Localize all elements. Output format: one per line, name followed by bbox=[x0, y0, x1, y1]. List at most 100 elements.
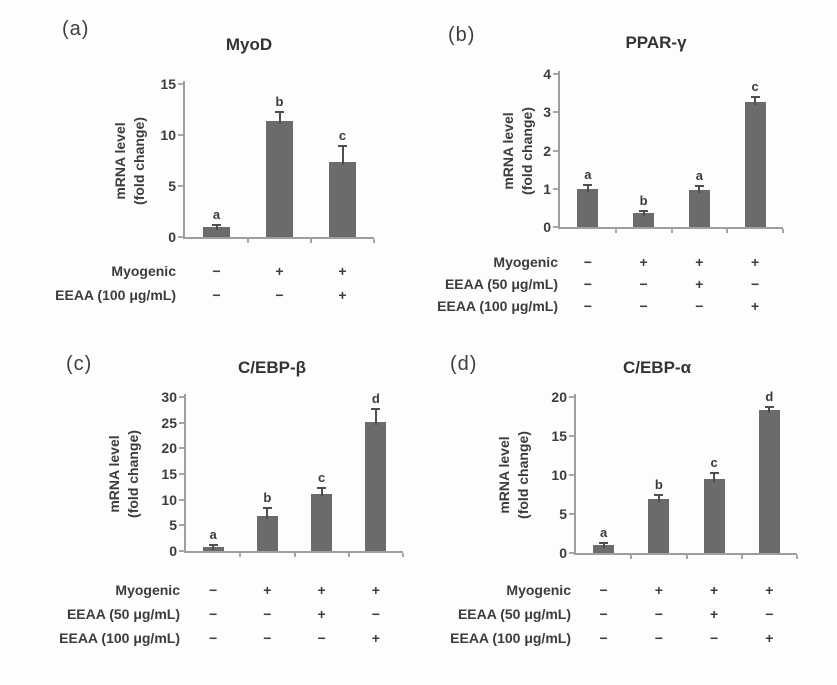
condition-sign: − bbox=[599, 582, 608, 598]
y-tick-label: 0 bbox=[559, 545, 567, 561]
error-bar-cap bbox=[599, 542, 609, 545]
y-axis-tick bbox=[569, 396, 574, 398]
x-axis-tick bbox=[670, 229, 673, 233]
condition-sign: + bbox=[317, 606, 326, 622]
significance-letter: c bbox=[318, 470, 326, 486]
significance-letter: b bbox=[654, 477, 663, 493]
error-bar-line bbox=[754, 97, 757, 105]
y-tick-label: 0 bbox=[169, 543, 177, 559]
x-axis-tick bbox=[685, 555, 688, 559]
error-bar-cap bbox=[371, 408, 381, 411]
error-bar-cap bbox=[208, 543, 218, 546]
y-axis-label: mRNA level (fold change) bbox=[495, 431, 533, 519]
x-axis-tick bbox=[310, 239, 312, 243]
condition-sign: − bbox=[599, 630, 608, 646]
bar bbox=[203, 226, 230, 237]
bar bbox=[703, 478, 725, 553]
bar bbox=[593, 545, 615, 553]
x-axis-line bbox=[558, 227, 783, 229]
condition-sign: − bbox=[263, 606, 272, 622]
y-tick-label: 2 bbox=[543, 142, 551, 159]
condition-sign: + bbox=[338, 287, 347, 303]
y-axis-line bbox=[184, 394, 186, 551]
condition-row-label: EEAA (100 μg/mL) bbox=[437, 298, 558, 314]
condition-sign: + bbox=[765, 630, 774, 646]
condition-sign: − bbox=[599, 606, 608, 622]
condition-sign: + bbox=[275, 263, 284, 279]
condition-sign: − bbox=[263, 630, 272, 646]
bar bbox=[744, 101, 766, 227]
bar bbox=[758, 410, 780, 553]
y-tick-label: 10 bbox=[161, 491, 177, 508]
y-tick-label: 5 bbox=[559, 506, 567, 522]
error-bar-line bbox=[215, 224, 218, 230]
condition-sign: − bbox=[317, 630, 326, 646]
condition-row-label: Myogenic bbox=[111, 263, 176, 279]
condition-sign: + bbox=[751, 298, 760, 314]
error-bar-line bbox=[320, 488, 323, 497]
condition-sign: − bbox=[765, 606, 774, 622]
panel-a-myod: (a) MyoD mRNA level (fold change) 0 5 10 15 a b c M… bbox=[0, 0, 418, 342]
y-axis-label-line2: (fold change) bbox=[125, 430, 141, 518]
condition-sign: − bbox=[583, 298, 592, 314]
x-axis-tick bbox=[796, 555, 798, 559]
y-axis-tick bbox=[553, 149, 558, 152]
significance-letter: b bbox=[639, 192, 648, 208]
panel-letter: (a) bbox=[62, 18, 90, 40]
significance-letter: a bbox=[212, 206, 221, 222]
error-bar-cap bbox=[750, 96, 760, 99]
y-axis-tick bbox=[178, 83, 183, 85]
y-axis-tick bbox=[569, 552, 574, 554]
x-axis-tick bbox=[726, 229, 729, 233]
condition-sign: + bbox=[263, 582, 272, 598]
error-bar-line bbox=[713, 473, 716, 482]
error-bar-line bbox=[642, 210, 645, 216]
y-axis-label-line1: mRNA level bbox=[496, 436, 512, 514]
panel-letter: (d) bbox=[450, 353, 478, 375]
y-axis-label-line1: mRNA level bbox=[500, 111, 516, 190]
bar bbox=[577, 188, 599, 227]
condition-sign: + bbox=[371, 630, 380, 646]
significance-letter: c bbox=[710, 455, 718, 471]
error-bar-cap bbox=[338, 145, 347, 148]
chart-title: C/EBP-α bbox=[622, 358, 692, 377]
error-bar-cap bbox=[583, 183, 593, 186]
y-tick-label: 20 bbox=[551, 389, 567, 405]
y-tick-label: 0 bbox=[168, 229, 176, 245]
y-axis-tick bbox=[179, 498, 184, 501]
y-tick-label: 4 bbox=[543, 66, 551, 82]
y-tick-label: 10 bbox=[551, 467, 567, 483]
condition-sign: + bbox=[654, 582, 663, 598]
error-bar-cap bbox=[694, 185, 704, 188]
error-bar-cap bbox=[212, 223, 221, 226]
y-axis-label: mRNA level (fold change) bbox=[111, 117, 149, 205]
y-axis-tick bbox=[179, 473, 184, 475]
significance-letter: c bbox=[751, 79, 759, 95]
y-axis-tick bbox=[178, 236, 183, 238]
error-bar-cap bbox=[275, 110, 284, 113]
y-tick-label: 25 bbox=[161, 414, 177, 431]
condition-sign: − bbox=[583, 276, 592, 292]
condition-sign: − bbox=[209, 606, 218, 622]
panel-c-cebp-beta: (c) C/EBP-β mRNA level (fold change) 0 5 10 15 2… bbox=[0, 342, 418, 685]
condition-row-label: EEAA (100 μg/mL) bbox=[450, 630, 571, 646]
significance-letter: b bbox=[275, 93, 284, 109]
condition-sign: − bbox=[654, 630, 663, 646]
x-axis-line bbox=[184, 551, 403, 553]
y-tick-label: 0 bbox=[543, 219, 551, 235]
significance-letter: a bbox=[600, 525, 608, 541]
panel-letter: (c) bbox=[66, 353, 93, 375]
y-axis-tick bbox=[178, 185, 183, 187]
y-axis-tick bbox=[178, 134, 183, 136]
bar bbox=[688, 189, 710, 227]
condition-sign: − bbox=[710, 630, 719, 646]
condition-sign: − bbox=[639, 276, 648, 292]
y-axis-tick bbox=[179, 550, 184, 552]
error-bar-cap bbox=[709, 472, 719, 475]
y-axis-tick bbox=[179, 524, 184, 527]
y-axis-tick bbox=[179, 447, 184, 450]
significance-letter: c bbox=[338, 128, 347, 144]
condition-sign: − bbox=[212, 263, 221, 279]
panel-letter: (b) bbox=[448, 24, 476, 46]
condition-row-label: EEAA (50 μg/mL) bbox=[444, 276, 558, 292]
